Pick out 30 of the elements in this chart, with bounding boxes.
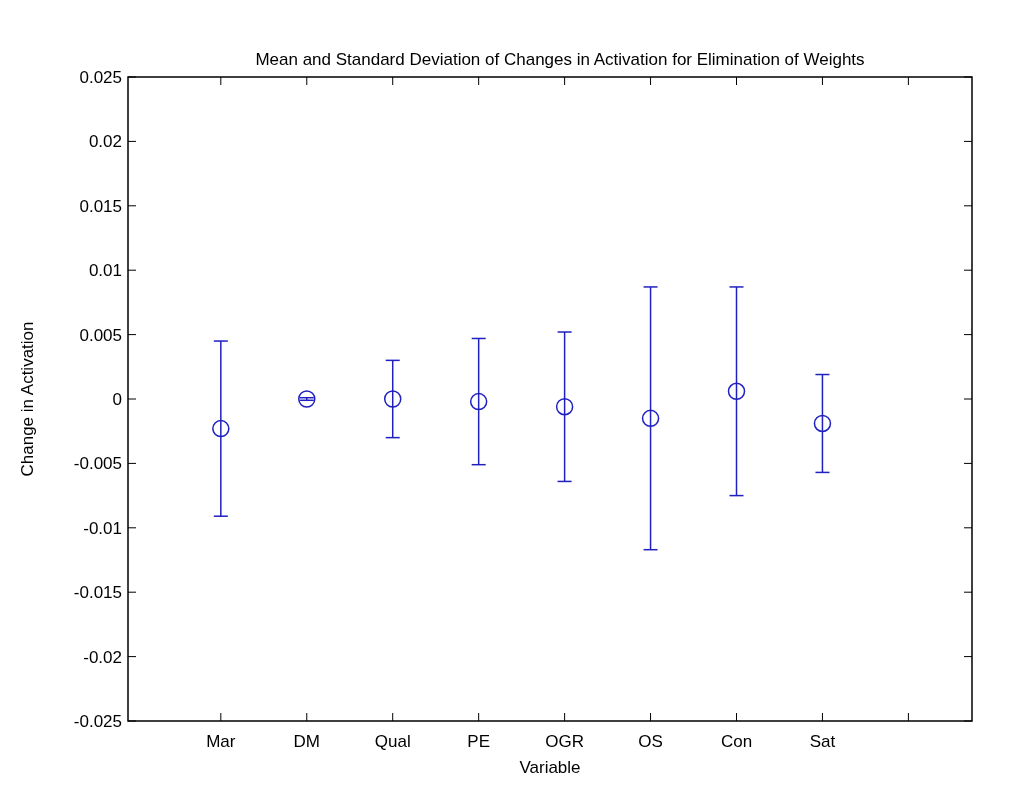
y-tick-label: 0.015 (79, 196, 122, 216)
y-axis-title: Change in Activation (18, 321, 37, 477)
chart-title: Mean and Standard Deviation of Changes in Activation for Elimination of Weights (255, 50, 865, 69)
x-tick-label: DM (293, 732, 320, 751)
point (383, 390, 402, 408)
y-tick-label: 0.025 (79, 67, 122, 87)
x-tick-label: Qual (374, 732, 411, 751)
point (469, 392, 488, 411)
y-tick-label: -0.005 (73, 454, 122, 474)
x-tick-label: OS (638, 732, 663, 751)
point (212, 419, 230, 438)
y-tick-label: -0.025 (73, 711, 122, 731)
y-tick-label: 0.01 (88, 261, 122, 281)
x-tick-label: OGR (545, 732, 584, 751)
y-tick-label: -0.01 (83, 518, 122, 538)
x-axis-title: Variable (519, 758, 581, 777)
point (727, 382, 746, 401)
x-tick-label: PE (467, 732, 491, 751)
x-tick-label: Mar (206, 732, 236, 751)
x-tick-label: Sat (809, 732, 836, 751)
point (298, 390, 316, 408)
point (813, 414, 832, 433)
point (555, 397, 574, 416)
y-tick-label: 0.02 (88, 132, 122, 152)
y-tick-label: -0.02 (83, 647, 122, 667)
y-tick-label: 0 (112, 389, 122, 409)
y-tick-label: 0.005 (79, 325, 122, 345)
point (641, 409, 660, 428)
x-tick-label: Con (720, 732, 753, 751)
y-tick-label: -0.015 (73, 583, 122, 603)
